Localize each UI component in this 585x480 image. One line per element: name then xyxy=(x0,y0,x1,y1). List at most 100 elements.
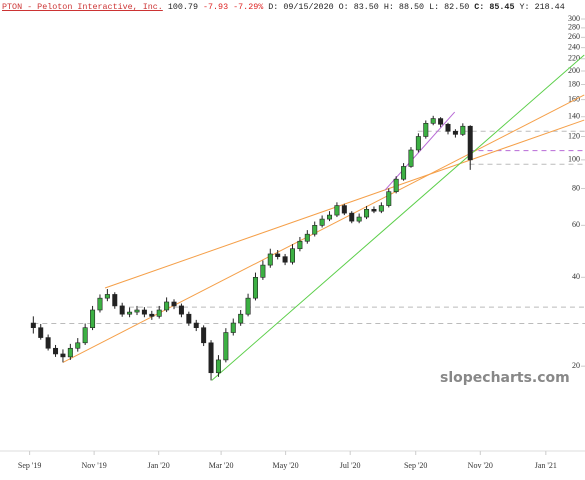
low: L: 82.50 xyxy=(429,2,470,12)
candle-body xyxy=(327,214,333,220)
candle-body xyxy=(282,256,288,263)
y-tick-label: 280 xyxy=(568,23,580,32)
y-tick-label: 20 xyxy=(572,361,580,370)
candle-body xyxy=(452,130,458,135)
candle-body xyxy=(260,264,266,278)
candle-body xyxy=(252,277,258,299)
candle-body xyxy=(430,118,436,124)
candle-body xyxy=(178,305,184,315)
y-tick-label: 200 xyxy=(568,66,580,75)
candle-body xyxy=(38,327,44,338)
y-tick-label: 140 xyxy=(568,112,580,121)
y-tick-label: 60 xyxy=(572,220,580,229)
candle-body xyxy=(334,205,340,216)
x-tick-label: Jan '21 xyxy=(535,461,557,470)
close: C: 85.45 xyxy=(474,2,515,12)
candle-body xyxy=(289,248,295,263)
candle-body xyxy=(141,309,147,315)
change: -7.93 xyxy=(202,2,229,12)
candle-body xyxy=(238,313,244,324)
candle-body xyxy=(30,322,36,329)
high: H: 88.50 xyxy=(383,2,425,12)
y-tick-label: 180 xyxy=(568,79,580,88)
candle-body xyxy=(82,327,88,344)
candle-body xyxy=(201,327,207,344)
candle-body xyxy=(97,297,103,311)
y-value: Y: 218.44 xyxy=(519,2,565,12)
candle-body xyxy=(156,309,162,317)
candle-body xyxy=(186,313,192,324)
candle-body xyxy=(349,212,355,222)
candle-body xyxy=(134,309,140,313)
candle-body xyxy=(275,253,281,257)
candle-body xyxy=(356,216,362,222)
y-tick-label: 260 xyxy=(568,32,580,41)
last-price: 100.79 xyxy=(167,2,198,12)
date: D: 09/15/2020 xyxy=(268,2,334,12)
candle-body xyxy=(304,233,310,242)
trend-line xyxy=(62,94,585,363)
candle-body xyxy=(267,253,273,266)
candle-body xyxy=(149,313,155,317)
candle-body xyxy=(230,322,236,333)
x-tick-label: Nov '20 xyxy=(468,461,493,470)
candle-body xyxy=(312,225,318,235)
y-tick-label: 220 xyxy=(568,54,580,63)
candle-body xyxy=(371,208,377,212)
x-tick-label: Mar '20 xyxy=(209,461,234,470)
candle-body xyxy=(90,309,96,329)
y-tick-label: 80 xyxy=(572,183,580,192)
candle-body xyxy=(467,125,473,161)
x-tick-label: Sep '19 xyxy=(18,461,41,470)
candle-body xyxy=(378,205,384,212)
quote-header: PTON - Peloton Interactive, Inc. 100.79 -7… xyxy=(2,2,570,12)
candle-body xyxy=(401,166,407,180)
y-tick-label: 300 xyxy=(568,14,580,23)
x-tick-label: May '20 xyxy=(273,461,299,470)
candle-body xyxy=(215,359,221,374)
x-tick-label: Jan '20 xyxy=(148,461,170,470)
trend-line xyxy=(211,54,585,381)
candle-body xyxy=(67,347,73,358)
symbol-title: PTON - Peloton Interactive, Inc. xyxy=(2,2,163,12)
candle-body xyxy=(319,218,325,226)
candle-body xyxy=(119,305,125,315)
candle-body xyxy=(164,301,170,311)
x-tick-label: Jul '20 xyxy=(340,461,361,470)
open: O: 83.50 xyxy=(338,2,379,12)
candle-body xyxy=(127,311,133,315)
candle-body xyxy=(445,123,451,132)
candle-body xyxy=(53,347,59,355)
candle-body xyxy=(364,208,370,218)
watermark: slopecharts.com xyxy=(440,370,570,386)
y-tick-label: 120 xyxy=(568,131,580,140)
candle-body xyxy=(297,240,303,250)
candle-body xyxy=(208,342,214,374)
candle-body xyxy=(112,294,118,307)
candle-body xyxy=(171,301,177,307)
change-pct: -7.29% xyxy=(233,2,264,12)
candle-body xyxy=(75,342,81,349)
x-tick-label: Sep '20 xyxy=(404,461,427,470)
candle-body xyxy=(438,118,444,125)
y-tick-label: 160 xyxy=(568,94,580,103)
candle-body xyxy=(104,294,110,299)
candle-body xyxy=(45,337,51,349)
y-tick-label: 240 xyxy=(568,42,580,51)
candle-body xyxy=(460,125,466,135)
y-tick-label: 40 xyxy=(572,272,580,281)
candle-body xyxy=(193,322,199,329)
candle-body xyxy=(423,123,429,137)
candle-body xyxy=(341,205,347,214)
candle-body xyxy=(415,136,421,151)
candle-body xyxy=(408,149,414,167)
x-tick-label: Nov '19 xyxy=(82,461,107,470)
trend-line xyxy=(384,111,456,191)
y-tick-label: 100 xyxy=(568,155,580,164)
candle-body xyxy=(223,332,229,361)
candle-body xyxy=(386,191,392,206)
candle-body xyxy=(60,353,66,358)
candle-body xyxy=(245,297,251,315)
